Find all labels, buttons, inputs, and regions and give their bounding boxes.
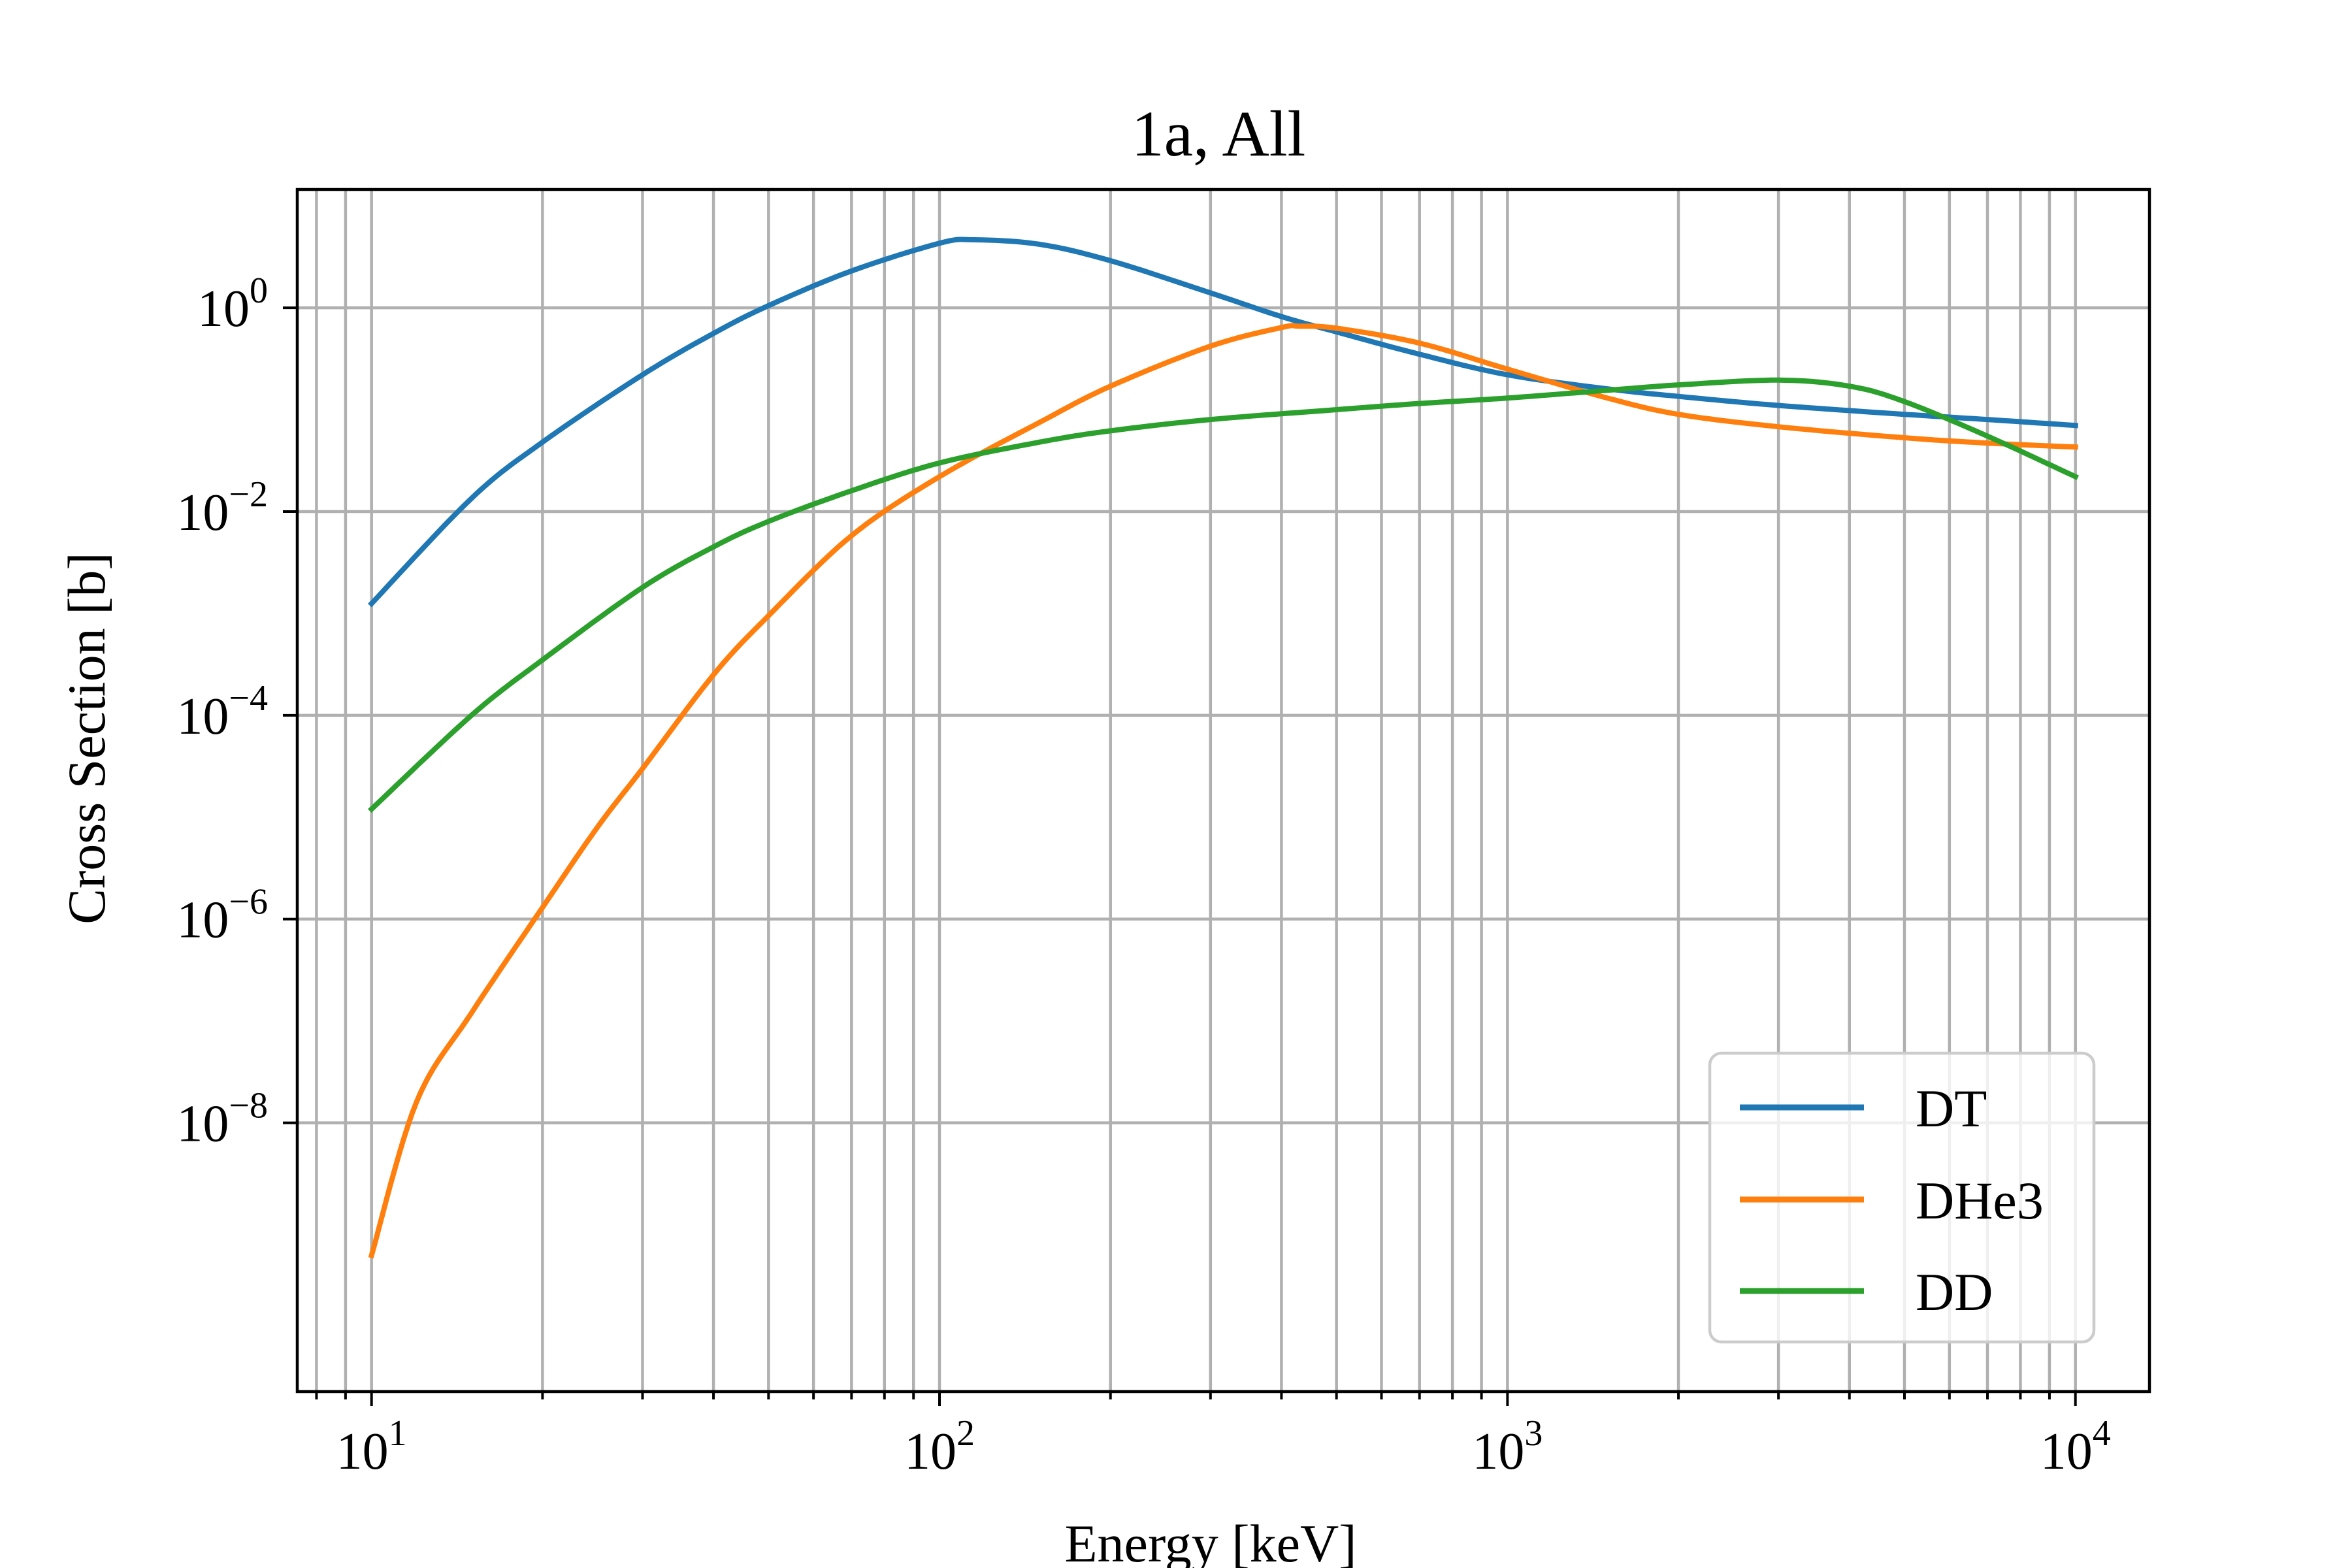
x-tick-base: 10 (336, 1423, 389, 1480)
x-tick-exponent: 2 (956, 1413, 975, 1454)
x-tick-exponent: 4 (2093, 1413, 2111, 1454)
series-line-dhe3 (368, 323, 2078, 1259)
y-tick-exponent: −6 (229, 882, 268, 923)
plot-frame (295, 188, 2151, 1394)
series-line-dt (368, 237, 2078, 608)
legend-label-dt: DT (1916, 1079, 1987, 1138)
y-tick-label: 10−2 (176, 474, 268, 542)
x-tick-label: 103 (1472, 1413, 1543, 1480)
x-tick-exponent: 1 (389, 1413, 407, 1454)
x-axis-label: Energy [keV] (1064, 1514, 1356, 1568)
legend-frame (1708, 1051, 2096, 1344)
x-tick-label: 104 (2040, 1413, 2111, 1480)
y-tick-base: 10 (176, 1096, 229, 1153)
y-tick-base: 10 (197, 280, 250, 338)
legend-entries: DT DHe3 DD (1740, 1079, 2044, 1322)
legend-label-dhe3: DHe3 (1916, 1171, 2044, 1230)
chart-title: 1a, All (1132, 97, 1306, 170)
legend-label-dd: DD (1916, 1262, 1993, 1322)
x-tick-label: 101 (336, 1413, 407, 1480)
y-tick-label: 10−8 (176, 1086, 268, 1153)
y-tick-base: 10 (176, 892, 229, 949)
x-tick-base: 10 (904, 1423, 956, 1480)
y-tick-label: 10−4 (176, 678, 268, 745)
y-tick-exponent: −2 (229, 474, 268, 515)
x-tick-base: 10 (2040, 1423, 2093, 1480)
y-tick-exponent: 0 (250, 270, 268, 311)
x-tick-exponent: 3 (1524, 1413, 1543, 1454)
y-axis-label: Cross Section [b] (57, 552, 116, 924)
x-tick-label: 102 (904, 1413, 975, 1480)
plot-lines (368, 237, 2080, 1259)
legend: DT DHe3 DD (1708, 1051, 2096, 1344)
y-tick-base: 10 (176, 688, 229, 745)
series-line-dd (368, 377, 2080, 813)
y-tick-label: 100 (197, 270, 268, 338)
x-ticks: 101 102 103 104 (315, 1392, 2111, 1480)
y-tick-exponent: −8 (229, 1086, 268, 1126)
y-tick-label: 10−6 (176, 882, 268, 949)
y-tick-exponent: −4 (229, 678, 268, 719)
x-tick-base: 10 (1472, 1423, 1524, 1480)
y-tick-base: 10 (176, 484, 229, 542)
